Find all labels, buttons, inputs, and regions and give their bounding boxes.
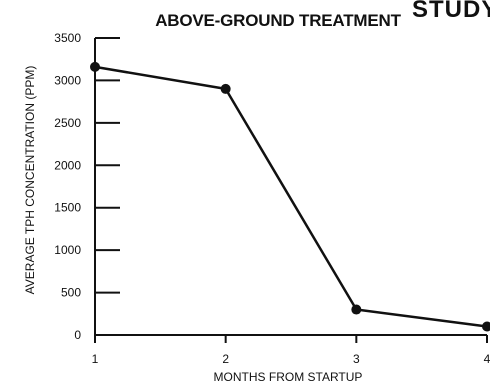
x-tick-label: 4 bbox=[484, 352, 490, 366]
x-axis-label: MONTHS FROM STARTUP bbox=[214, 370, 363, 383]
y-tick-label: 0 bbox=[74, 328, 81, 342]
y-tick-label: 1000 bbox=[54, 243, 81, 257]
chart-series bbox=[90, 61, 490, 332]
y-tick-label: 500 bbox=[61, 286, 81, 300]
y-tick-label: 1500 bbox=[54, 201, 81, 215]
chart-axes bbox=[94, 38, 487, 336]
y-axis-label: AVERAGE TPH CONCENTRATION (PPM) bbox=[23, 66, 37, 295]
series-line bbox=[93, 65, 489, 328]
x-tick-label: 1 bbox=[92, 352, 99, 366]
y-tick-label: 2000 bbox=[54, 158, 81, 172]
data-point bbox=[351, 304, 362, 315]
data-point bbox=[220, 83, 231, 94]
data-point bbox=[90, 61, 100, 72]
y-tick-label: 3000 bbox=[54, 73, 81, 87]
cropped-top-right-text: STUDY bbox=[412, 0, 490, 23]
y-tick-label: 3500 bbox=[54, 31, 81, 45]
chart-title: ABOVE-GROUND TREATMENT bbox=[155, 11, 401, 30]
x-tick-label: 2 bbox=[222, 352, 229, 366]
x-tick-label: 3 bbox=[353, 352, 360, 366]
y-tick-label: 2500 bbox=[54, 116, 81, 130]
chart-ticks: 0 500 1000 1500 2000 2500 3000 3500 1 2 3 4 bbox=[54, 31, 490, 366]
data-point bbox=[482, 321, 490, 332]
